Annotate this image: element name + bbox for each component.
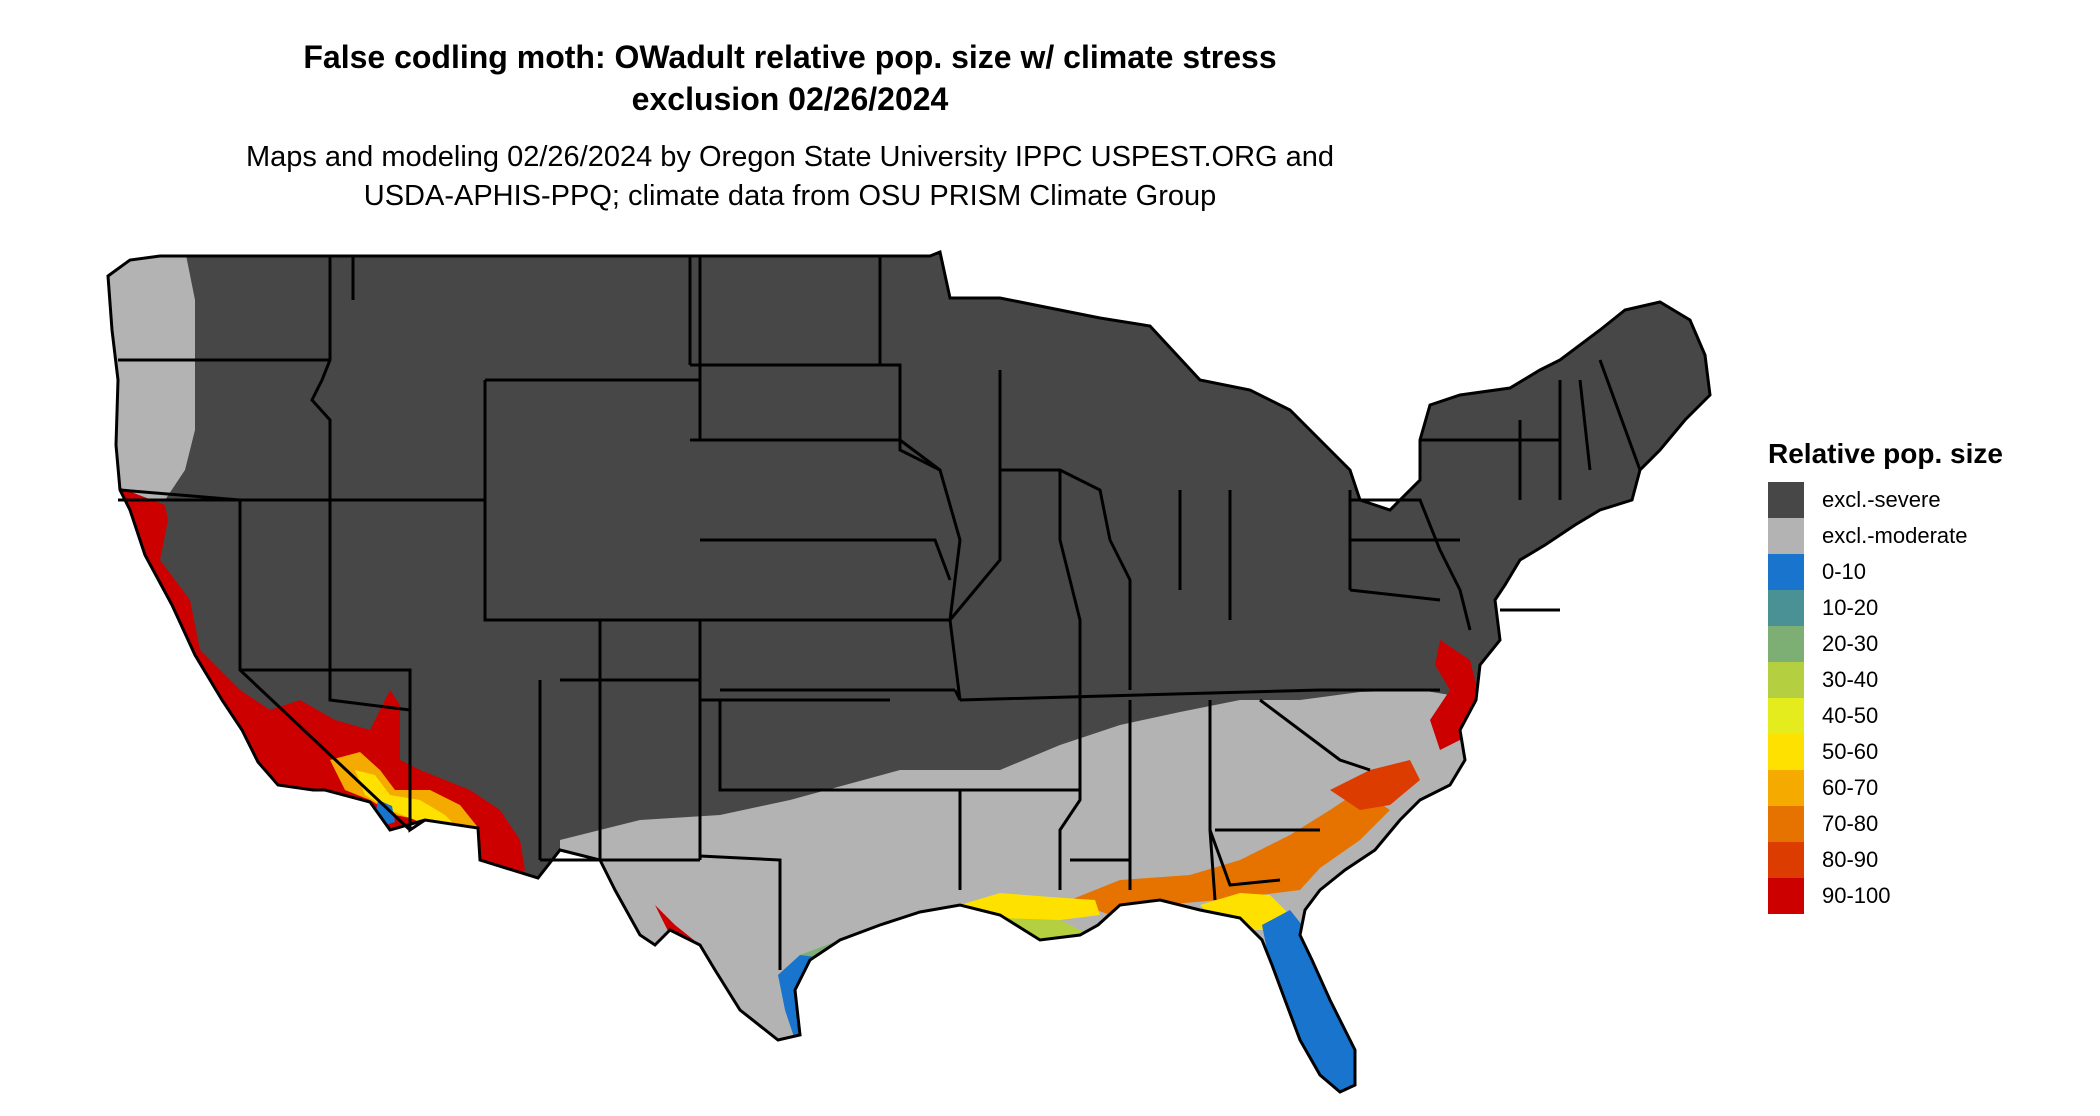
legend-swatch [1768,770,1804,806]
legend-label: 20-30 [1822,631,1879,656]
legend-swatch [1768,482,1804,518]
legend: Relative pop. size excl.-severe excl.-mo… [1768,436,2003,914]
legend-swatch [1768,878,1804,914]
us-map [106,249,1712,1094]
legend-item: 40-50 [1768,698,2003,734]
legend-label: 60-70 [1822,775,1879,800]
legend-swatch [1768,590,1804,626]
legend-swatch [1768,554,1804,590]
region-blue-florida [1262,910,1360,1092]
legend-swatch [1768,842,1804,878]
region-excl-moderate-northwest [108,252,195,500]
legend-item: 80-90 [1768,842,2003,878]
legend-items: excl.-severe excl.-moderate 0-10 10-20 2… [1768,482,2003,914]
state-lines-midwest [878,256,1352,701]
map-title-line2: exclusion 02/26/2024 [631,81,949,117]
legend-title: Relative pop. size [1768,438,2003,469]
legend-item: 30-40 [1768,662,2003,698]
legend-swatch [1768,662,1804,698]
climate-regions [108,252,1710,1092]
state-lines-south [959,688,1440,901]
map-subtitle-line2: USDA-APHIS-PPQ; climate data from OSU PR… [363,180,1217,212]
legend-swatch [1768,698,1804,734]
legend-item: 50-60 [1768,734,2003,770]
region-red-georgia-coast [1330,760,1420,810]
map-subtitle-line1: Maps and modeling 02/26/2024 by Oregon S… [245,141,1335,173]
legend-label: 40-50 [1822,703,1879,728]
legend-swatch [1768,734,1804,770]
legend-swatch [1768,806,1804,842]
legend-label: 90-100 [1822,883,1891,908]
map-subtitle: Maps and modeling 02/26/2024 by Oregon S… [0,138,1580,216]
legend-swatch [1768,626,1804,662]
legend-item: 20-30 [1768,626,2003,662]
legend-item: 90-100 [1768,878,2003,914]
state-lines-rockies [351,256,890,970]
region-excl-severe [108,252,1710,1092]
region-yellow-arizona [355,770,460,835]
legend-label: excl.-moderate [1822,523,1968,548]
legend-item: 0-10 [1768,554,2003,590]
legend-item: 60-70 [1768,770,2003,806]
legend-label: 70-80 [1822,811,1879,836]
state-boundaries [106,249,1712,1094]
legend-label: excl.-severe [1822,487,1941,512]
legend-item: excl.-severe [1768,482,2003,518]
legend-label: 30-40 [1822,667,1879,692]
region-red-pacific [108,480,525,880]
legend-item: excl.-moderate [1768,518,2003,554]
state-lines-east [1349,359,1642,631]
map-title-line1: False codling moth: OWadult relative pop… [303,39,1277,75]
legend-label: 10-20 [1822,595,1879,620]
region-orange-gulf-coast [1070,790,1390,915]
legend-label: 80-90 [1822,847,1879,872]
legend-swatch [1768,518,1804,554]
legend-label: 50-60 [1822,739,1879,764]
map-title: False codling moth: OWadult relative pop… [0,36,1580,120]
legend-item: 10-20 [1768,590,2003,626]
legend-label: 0-10 [1822,559,1867,584]
legend-item: 70-80 [1768,806,2003,842]
